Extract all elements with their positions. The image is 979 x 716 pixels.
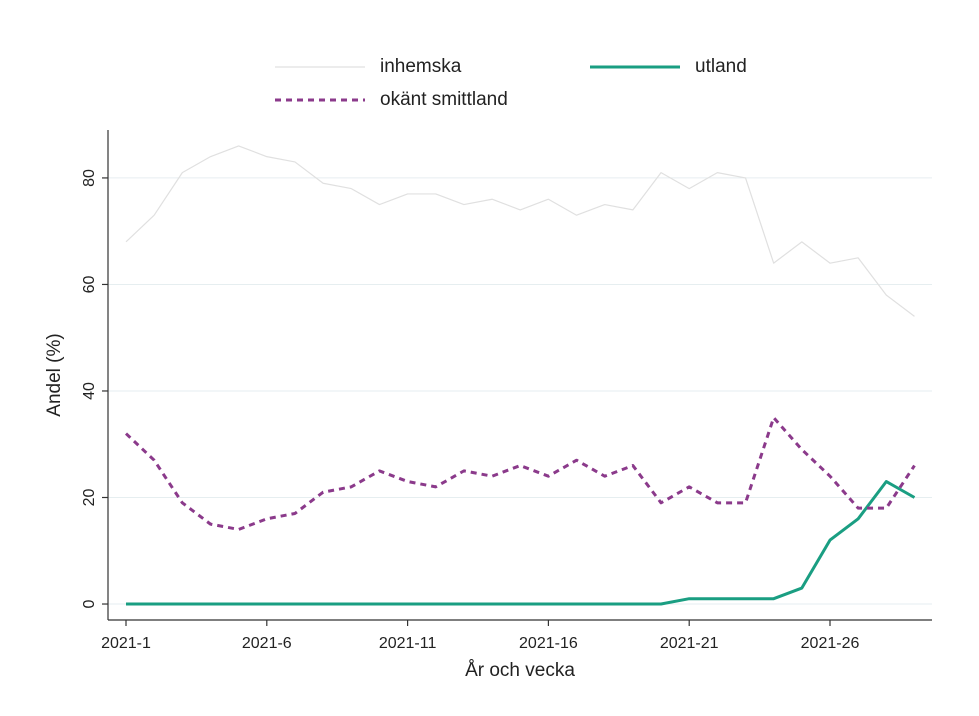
legend-label: inhemska [380,56,462,77]
y-tick-label: 0 [81,599,98,608]
series-line [126,480,916,606]
x-tick-label: 2021-26 [801,635,860,652]
series-line [125,145,915,317]
x-tick-label: 2021-6 [242,635,292,652]
y-tick-label: 60 [81,275,98,293]
y-tick-label: 40 [81,382,98,400]
series-line [124,416,916,531]
x-tick-label: 2021-11 [379,635,437,652]
x-axis-label: År och vecka [465,660,575,681]
y-tick-label: 20 [81,489,98,507]
y-tick-label: 80 [81,169,98,187]
legend-label: okänt smittland [380,89,508,110]
y-axis-label: Andel (%) [44,333,65,416]
legend-label: utland [695,56,747,77]
x-tick-label: 2021-1 [101,635,151,652]
x-tick-label: 2021-21 [660,635,719,652]
x-tick-label: 2021-16 [519,635,578,652]
